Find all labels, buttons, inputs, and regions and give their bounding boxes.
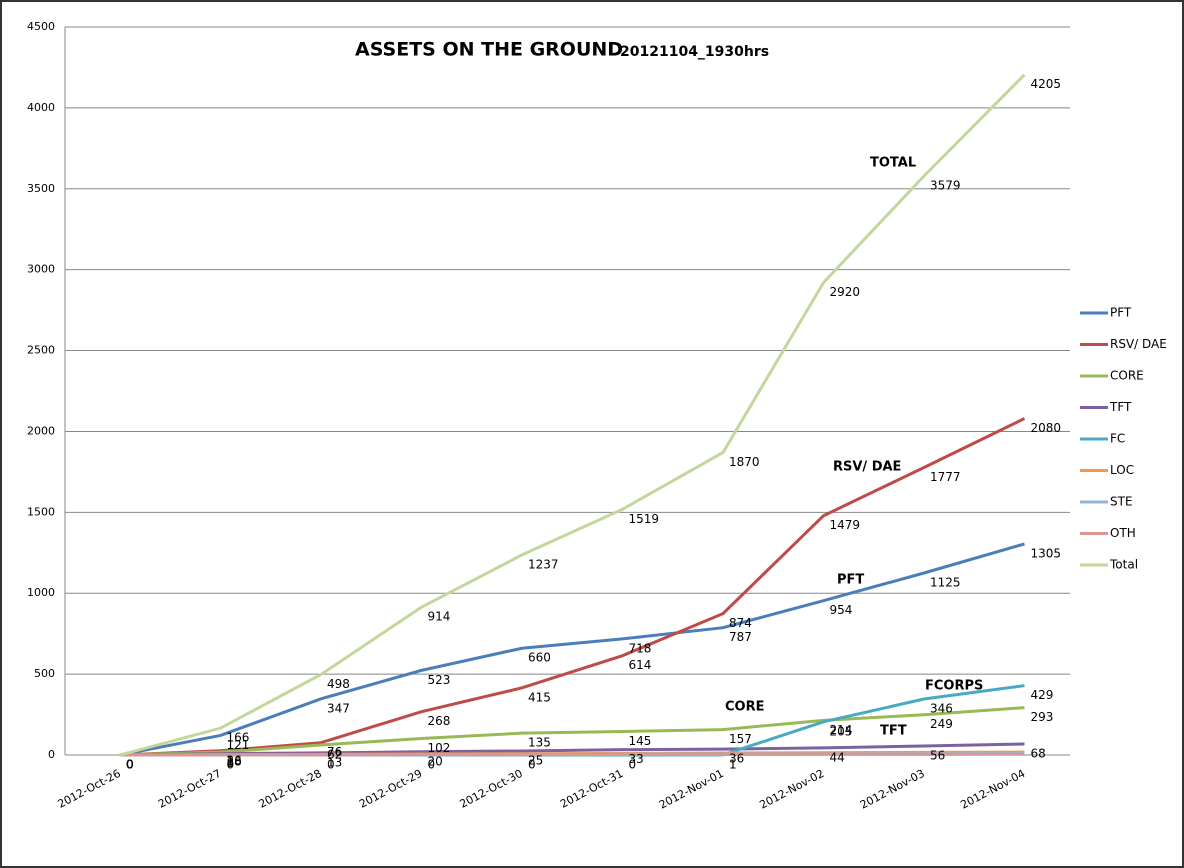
series-line — [119, 542, 1025, 757]
data-label: 0 — [126, 758, 134, 772]
data-label: 0 — [227, 758, 235, 772]
series-line — [119, 417, 1026, 757]
data-label: 2080 — [1031, 421, 1062, 435]
data-label: 347 — [327, 701, 350, 715]
series-line — [119, 706, 1025, 757]
data-label: 2920 — [830, 285, 861, 299]
data-label: 523 — [428, 673, 451, 687]
data-label: 0 — [528, 758, 536, 772]
y-tick-label: 4000 — [27, 101, 55, 114]
annotation: RSV/ DAE — [833, 460, 901, 475]
data-label: 0 — [126, 758, 134, 772]
data-label: 135 — [528, 736, 551, 750]
data-label: 44 — [830, 750, 845, 764]
annotation: FCORPS — [925, 679, 983, 694]
y-tick-label: 1500 — [27, 505, 55, 518]
data-label: 26 — [227, 753, 242, 767]
data-label: 0 — [126, 758, 134, 772]
data-label: 4205 — [1031, 77, 1062, 91]
legend-label: LOC — [1110, 463, 1134, 477]
y-tick-label: 4500 — [27, 20, 55, 33]
y-tick-label: 0 — [48, 748, 55, 761]
data-label: 1479 — [830, 518, 861, 532]
y-tick-label: 3000 — [27, 263, 55, 276]
series-line — [119, 752, 1025, 757]
annotation: TOTAL — [870, 156, 916, 171]
annotation: PFT — [837, 573, 864, 588]
legend-label: CORE — [1110, 369, 1144, 383]
data-label: 25 — [528, 753, 543, 767]
y-tick-label: 500 — [34, 667, 55, 680]
chart-subtitle: 20121104_1930hrs — [620, 44, 769, 60]
data-label: 293 — [1031, 710, 1054, 724]
data-label: 787 — [729, 630, 752, 644]
series-line — [119, 73, 1026, 757]
annotation: TFT — [880, 724, 907, 739]
chart-title: ASSETS ON THE GROUND — [355, 39, 623, 61]
data-label: 36 — [729, 752, 744, 766]
y-tick-label: 3500 — [27, 182, 55, 195]
data-label: 498 — [327, 677, 350, 691]
data-label: 1305 — [1031, 546, 1062, 560]
data-label: 0 — [126, 758, 134, 772]
y-tick-label: 2000 — [27, 424, 55, 437]
data-label: 718 — [629, 641, 652, 655]
legend-label: Total — [1109, 558, 1138, 572]
data-label: 76 — [327, 745, 342, 759]
data-label: 1 — [729, 757, 737, 771]
data-label: 0 — [428, 758, 436, 772]
annotation: CORE — [725, 700, 764, 715]
data-label: 614 — [629, 658, 652, 672]
data-label: 18 — [227, 755, 242, 769]
data-label: 1237 — [528, 557, 559, 571]
data-label: 346 — [930, 702, 953, 716]
data-label: 1519 — [629, 512, 660, 526]
data-label: 3579 — [930, 178, 961, 192]
data-label: 415 — [528, 690, 551, 704]
data-label: 205 — [830, 724, 853, 738]
data-label: 214 — [830, 723, 853, 737]
data-label: 62 — [327, 747, 342, 761]
data-label: 145 — [629, 734, 652, 748]
data-label: 0 — [629, 758, 637, 772]
legend-label: FC — [1110, 432, 1125, 446]
legend-label: RSV/ DAE — [1110, 337, 1167, 351]
data-label: 954 — [830, 603, 853, 617]
data-label: 166 — [227, 731, 250, 745]
data-label: 429 — [1031, 688, 1054, 702]
data-label: 33 — [629, 752, 644, 766]
data-label: 268 — [428, 714, 451, 728]
data-label: 1125 — [930, 576, 961, 590]
data-label: 0 — [126, 758, 134, 772]
data-label: 8 — [227, 756, 235, 770]
data-label: 56 — [930, 748, 945, 762]
y-tick-label: 1000 — [27, 586, 55, 599]
data-label: 68 — [1031, 746, 1046, 760]
data-label: 121 — [227, 738, 250, 752]
data-label: 0 — [126, 758, 134, 772]
data-label: 102 — [428, 741, 451, 755]
data-label: 0 — [327, 758, 335, 772]
data-label: 914 — [428, 610, 451, 624]
data-label: 660 — [528, 651, 551, 665]
legend-label: STE — [1110, 495, 1133, 509]
data-label: 874 — [729, 616, 752, 630]
data-label: 20 — [428, 754, 443, 768]
legend-label: OTH — [1110, 526, 1136, 540]
data-label: 1870 — [729, 455, 760, 469]
data-label: 157 — [729, 732, 752, 746]
legend-label: PFT — [1110, 306, 1132, 320]
data-label: 1777 — [930, 470, 961, 484]
legend-label: TFT — [1109, 400, 1132, 414]
data-label: 249 — [930, 717, 953, 731]
y-tick-label: 2500 — [27, 344, 55, 357]
data-label: 13 — [327, 755, 342, 769]
